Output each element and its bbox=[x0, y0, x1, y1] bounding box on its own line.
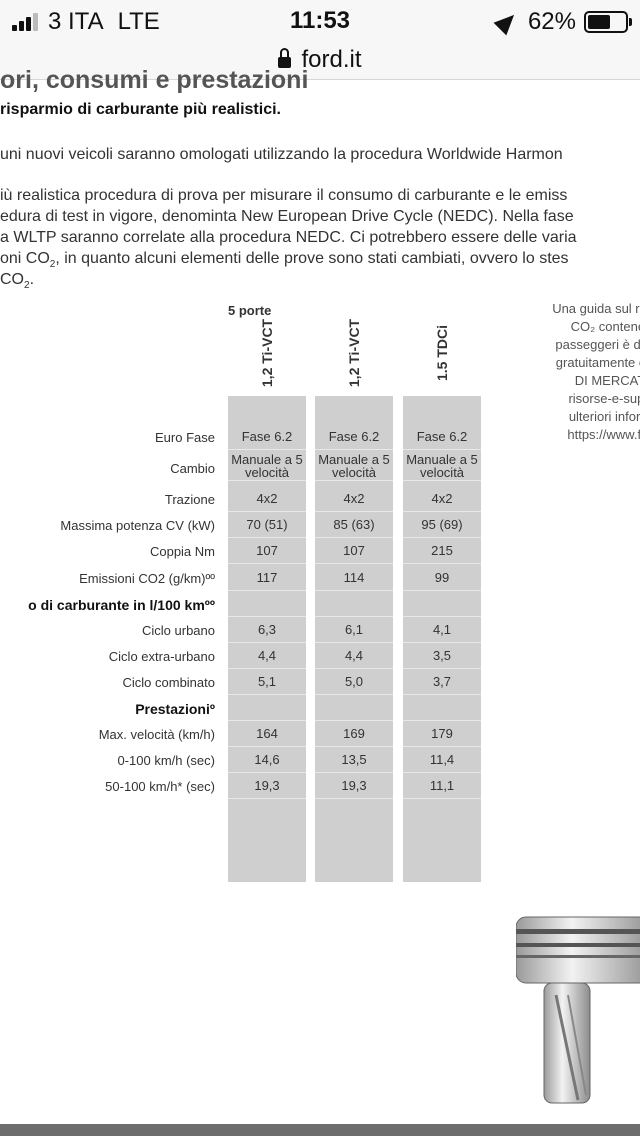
paragraph-line-3: edura di test in vigore, denominta New E… bbox=[0, 208, 574, 225]
table-cell: Fase 6.2 bbox=[328, 429, 380, 444]
clock: 11:53 bbox=[289, 7, 351, 34]
table-row-label: 0-100 km/h (sec) bbox=[117, 753, 215, 768]
table-cell: 11,4 bbox=[429, 752, 455, 767]
location-arrow-icon bbox=[493, 8, 521, 36]
url-domain: ford.it bbox=[301, 45, 362, 73]
table-cell: 3,7 bbox=[432, 674, 452, 689]
piston-image bbox=[516, 916, 640, 1104]
group-label: 5 porte bbox=[228, 303, 272, 318]
carrier-name: 3 ITA bbox=[48, 8, 104, 35]
table-cell: Fase 6.2 bbox=[241, 429, 293, 444]
column-header: 1.5 TDCi bbox=[434, 324, 450, 382]
table-row-label: 50-100 km/h* (sec) bbox=[105, 779, 215, 794]
table-cell: Manuale a 5 velocità bbox=[231, 452, 303, 480]
table-cell: 117 bbox=[256, 570, 278, 585]
table-row-label: Ciclo urbano bbox=[142, 623, 215, 638]
table-cell: 6,3 bbox=[257, 622, 277, 637]
table-cell: 4x2 bbox=[343, 491, 365, 506]
table-cell: 99 bbox=[434, 570, 450, 585]
battery-percent: 62% bbox=[527, 8, 576, 35]
table-cell: 5,0 bbox=[344, 674, 364, 689]
table-cell: 169 bbox=[343, 726, 365, 741]
table-row-label: Massima potenza CV (kW) bbox=[60, 518, 215, 533]
paragraph-line-2: iù realistica procedura di prova per mis… bbox=[0, 187, 568, 204]
paragraph-line-1: uni nuovi veicoli saranno omologati util… bbox=[0, 146, 563, 163]
bottom-toolbar bbox=[0, 1124, 640, 1136]
signal-icon bbox=[12, 13, 40, 31]
page-subheading: risparmio di carburante più realistici. bbox=[0, 101, 281, 118]
table-column-bg bbox=[228, 396, 306, 882]
network-type: LTE bbox=[117, 8, 160, 35]
table-row-label: Max. velocità (km/h) bbox=[98, 727, 215, 742]
table-section-label: Prestazioniº bbox=[135, 701, 215, 717]
table-cell: 179 bbox=[431, 726, 453, 741]
table-row-label: Euro Fase bbox=[155, 430, 215, 445]
paragraph-line-6: CO2. bbox=[0, 271, 35, 292]
table-row-label: Trazione bbox=[164, 492, 215, 507]
paragraph-line-5: oni CO2, in quanto alcuni elementi delle… bbox=[0, 250, 569, 271]
page-heading: ori, consumi e prestazioni bbox=[0, 66, 309, 94]
table-cell: 19,3 bbox=[341, 778, 367, 793]
status-bar: 3 ITA LTE 11:53 62% bbox=[0, 0, 640, 40]
table-column-bg bbox=[315, 396, 393, 882]
table-row-label: Ciclo combinato bbox=[122, 675, 216, 690]
table-cell: 4,1 bbox=[432, 622, 452, 637]
table-row-label: Emissioni CO2 (g/km)ºº bbox=[79, 571, 215, 586]
table-cell: 4,4 bbox=[257, 648, 277, 663]
status-right: 62% bbox=[493, 8, 632, 36]
table-cell: 70 (51) bbox=[246, 517, 288, 532]
table-cell: 5,1 bbox=[257, 674, 277, 689]
paragraph-line-4: a WLTP saranno correlate alla procedura … bbox=[0, 229, 577, 246]
column-header: 1,2 Ti-VCT bbox=[346, 318, 362, 388]
table-cell: Manuale a 5 velocità bbox=[318, 452, 390, 480]
table-cell: Manuale a 5 velocità bbox=[406, 452, 478, 480]
battery-icon bbox=[584, 11, 632, 33]
table-cell: 164 bbox=[256, 726, 278, 741]
table-cell: Fase 6.2 bbox=[416, 429, 468, 444]
table-cell: 3,5 bbox=[432, 648, 452, 663]
table-row-label: Coppia Nm bbox=[149, 544, 215, 559]
table-cell: 4x2 bbox=[256, 491, 278, 506]
table-section-label: o di carburante in l/100 kmºº bbox=[28, 597, 215, 613]
table-cell: 95 (69) bbox=[421, 517, 463, 532]
table-cell: 6,1 bbox=[344, 622, 364, 637]
side-note: Una guida sul rispar CO₂ contener passeg… bbox=[552, 301, 640, 442]
table-cell: 107 bbox=[343, 543, 365, 558]
table-cell: 85 (63) bbox=[333, 517, 375, 532]
table-cell: 215 bbox=[431, 543, 453, 558]
table-cell: 4,4 bbox=[344, 648, 364, 663]
status-left: 3 ITA LTE bbox=[12, 8, 160, 36]
table-row-label: Cambio bbox=[170, 461, 215, 476]
table-cell: 11,1 bbox=[429, 778, 455, 793]
column-header: 1,2 Ti-VCT bbox=[259, 318, 275, 388]
table-row-label: Ciclo extra-urbano bbox=[108, 649, 215, 664]
table-cell: 19,3 bbox=[254, 778, 280, 793]
address-bar[interactable]: ford.it bbox=[0, 40, 640, 80]
table-cell: 114 bbox=[343, 570, 365, 585]
table-cell: 4x2 bbox=[431, 491, 453, 506]
table-cell: 107 bbox=[256, 543, 278, 558]
lock-icon bbox=[278, 48, 292, 68]
table-column-bg bbox=[403, 396, 481, 882]
table-cell: 13,5 bbox=[341, 752, 367, 767]
table-cell: 14,6 bbox=[254, 752, 280, 767]
